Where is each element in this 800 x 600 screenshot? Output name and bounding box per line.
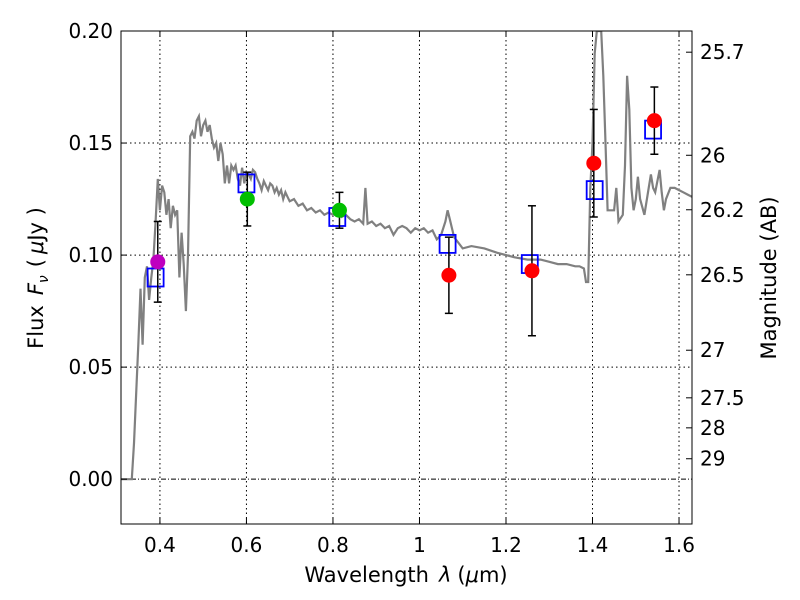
observed-point bbox=[239, 191, 255, 207]
observed-point bbox=[646, 113, 662, 129]
mag-tick-label: 27.5 bbox=[700, 386, 745, 410]
mag-tick-label: 28 bbox=[700, 416, 725, 440]
right-axis-label: Magnitude (AB) bbox=[757, 196, 781, 359]
mag-tick-label: 26.5 bbox=[700, 263, 745, 287]
y-tick-label: 0.00 bbox=[68, 467, 113, 491]
model-photometry-square bbox=[438, 233, 457, 254]
mag-tick-label: 25.7 bbox=[700, 40, 745, 64]
observed-point bbox=[524, 263, 540, 279]
x-tick-label: 1.6 bbox=[663, 533, 695, 557]
x-tick-label: 1 bbox=[413, 533, 426, 557]
y-tick-label: 0.15 bbox=[68, 131, 113, 155]
mag-tick-label: 26.2 bbox=[700, 198, 745, 222]
observed-point bbox=[586, 155, 602, 171]
y-axis-label: FluxFν(μJy ) bbox=[24, 207, 52, 349]
x-axis-label: Wavelength λ (μm) bbox=[304, 563, 507, 587]
x-tick-label: 1.2 bbox=[490, 533, 522, 557]
mag-tick-label: 29 bbox=[700, 447, 725, 471]
model-photometry-square bbox=[585, 180, 604, 201]
plot-frame bbox=[120, 30, 693, 525]
mag-tick-label: 27 bbox=[700, 338, 725, 362]
observed-point bbox=[331, 202, 347, 218]
tick-layer: 0.4 0.6 0.8 1 1.2 1.4 1.6 0.00 0.05 0.10 0.15 0.20 2… bbox=[68, 19, 744, 557]
y-tick-label: 0.05 bbox=[68, 355, 113, 379]
observed-point bbox=[150, 254, 166, 270]
x-tick-label: 0.6 bbox=[231, 533, 263, 557]
grid-layer bbox=[121, 30, 692, 524]
x-tick-label: 1.4 bbox=[577, 533, 609, 557]
model-sed-line bbox=[121, 31, 692, 481]
y-tick-label: 0.10 bbox=[68, 243, 113, 267]
observed-point bbox=[441, 267, 457, 283]
plot-layer bbox=[121, 31, 692, 481]
x-tick-label: 0.4 bbox=[144, 533, 176, 557]
mag-tick-label: 26 bbox=[700, 143, 725, 167]
y-tick-label: 0.20 bbox=[68, 19, 113, 43]
x-tick-label: 0.8 bbox=[317, 533, 349, 557]
